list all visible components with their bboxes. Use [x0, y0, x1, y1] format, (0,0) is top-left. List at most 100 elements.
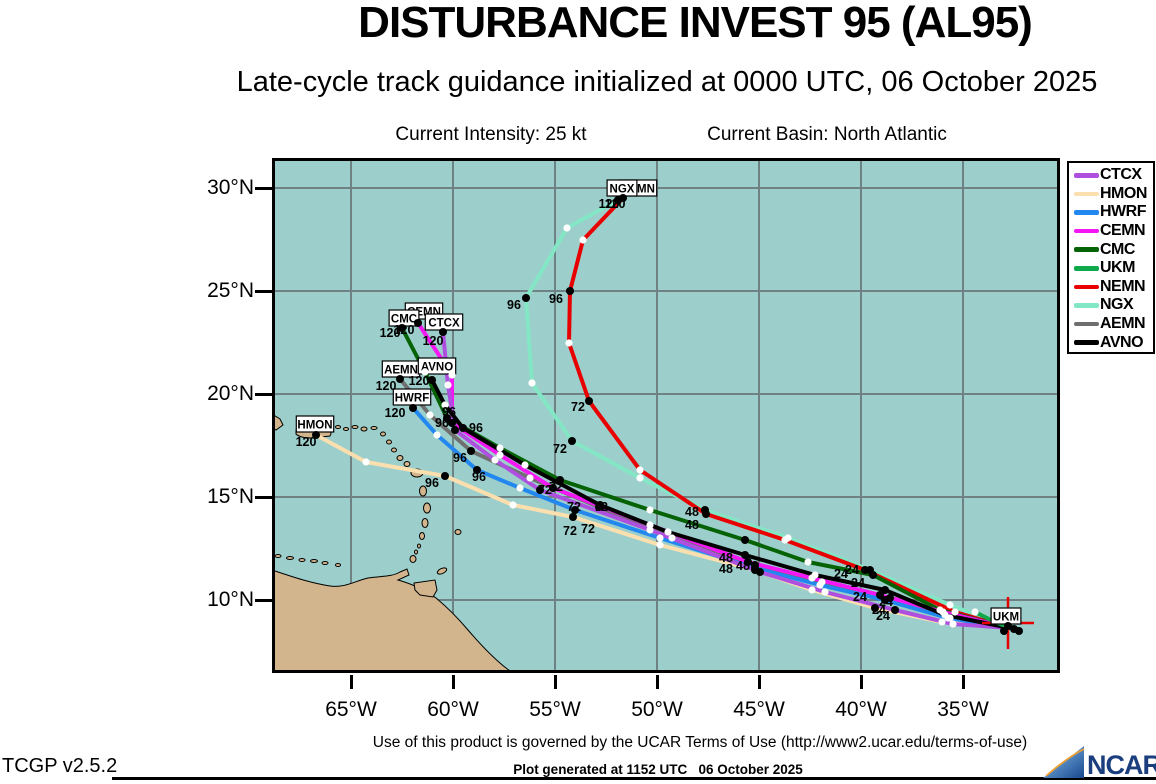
hour-label-96: 96	[453, 451, 467, 465]
hour-label-72: 72	[538, 483, 552, 497]
forecast-dot-black	[451, 426, 459, 434]
forecast-dot-white	[816, 581, 824, 589]
svg-text:NGX: NGX	[610, 184, 635, 196]
land-trinidad	[413, 579, 438, 598]
lon-axis-label: 45°W	[733, 698, 785, 721]
lat-axis-label: 10°N	[207, 588, 254, 611]
legend-swatch-hmon	[1074, 191, 1099, 197]
legend-label: AEMN	[1100, 315, 1146, 333]
model-label-ngx: NGX	[606, 179, 638, 197]
legend-label: NGX	[1100, 296, 1134, 314]
legend-swatch-ngx	[1074, 303, 1099, 308]
forecast-dot-white	[441, 401, 449, 409]
svg-text:CMC: CMC	[391, 314, 417, 326]
legend-label: CMC	[1100, 240, 1135, 258]
legend-swatch-cmc	[1074, 247, 1099, 252]
lon-tick	[554, 675, 557, 689]
forecast-dot-black	[536, 486, 544, 494]
forecast-dot-white	[821, 588, 829, 596]
forecast-dot-white	[426, 411, 434, 419]
forecast-dot-white	[951, 608, 959, 616]
legend-label: UKM	[1100, 259, 1135, 277]
forecast-dot-black	[467, 447, 475, 455]
legend-item-ctcx: CTCX	[1069, 166, 1153, 185]
forecast-dot-black	[441, 472, 449, 480]
forecast-dot-white	[565, 339, 573, 347]
version-text: TCGP v2.5.2	[2, 755, 118, 777]
legend-item-cemn: CEMN	[1069, 222, 1153, 241]
forecast-dot-black	[891, 606, 899, 614]
hour-label-72: 72	[581, 522, 595, 536]
generated-timestamp: Plot generated at 1152 UTC 06 October 20…	[513, 762, 803, 777]
hour-label-120: 120	[409, 374, 430, 388]
forecast-dot-white	[781, 536, 789, 544]
forecast-dot-black	[549, 484, 557, 492]
forecast-dot-white	[528, 379, 536, 387]
forecast-dot-white	[636, 466, 644, 474]
forecast-dot-white	[496, 444, 504, 452]
legend-item-aemn: AEMN	[1069, 315, 1153, 334]
legend-swatch-ctcx	[1074, 173, 1099, 178]
forecast-dot-black	[439, 328, 447, 336]
hour-label-96: 96	[435, 416, 449, 430]
forecast-dot-black	[312, 431, 320, 439]
hour-label-120: 120	[296, 435, 317, 449]
legend-item-nemn: NEMN	[1069, 278, 1153, 297]
forecast-dot-white	[509, 501, 517, 509]
hour-label-96: 96	[442, 405, 456, 419]
forecast-dot-white	[433, 431, 441, 439]
land-masses	[272, 413, 514, 673]
forecast-dot-white	[444, 381, 452, 389]
forecast-dot-white	[941, 611, 949, 619]
forecast-dot-white	[656, 534, 664, 542]
hour-label-72: 72	[553, 442, 567, 456]
hour-label-24: 24	[872, 603, 886, 617]
forecast-dot-white	[421, 368, 429, 376]
lon-tick	[962, 675, 965, 689]
ncar-logo-graphic: NCAR	[1043, 746, 1156, 780]
lon-tick	[860, 675, 863, 689]
forecast-dot-white	[526, 474, 534, 482]
lat-tick	[255, 599, 272, 602]
page-title: DISTURBANCE INVEST 95 (AL95)	[358, 0, 1033, 47]
lat-axis-label: 20°N	[207, 382, 254, 405]
hour-label-72: 72	[549, 480, 563, 494]
legend-item-hmon: HMON	[1069, 185, 1153, 204]
forecast-dot-black	[396, 375, 404, 383]
page-subtitle: Late-cycle track guidance initialized at…	[236, 66, 1098, 98]
hour-label-24: 24	[853, 590, 867, 604]
forecast-dot-white	[636, 474, 644, 482]
forecast-dot-black	[571, 506, 579, 514]
lon-axis-label: 60°W	[427, 698, 479, 721]
ncar-logo: NCAR	[1042, 745, 1156, 784]
model-legend: CTCX HMON HWRF CEMN CMC UKM NEMN NGX AEMN AVNO	[1067, 161, 1155, 354]
forecast-dot-white	[946, 601, 954, 609]
lat-tick	[255, 496, 272, 499]
legend-item-ngx: NGX	[1069, 296, 1153, 315]
model-label-ctcx: CTCX	[424, 313, 464, 331]
hour-label-96: 96	[549, 292, 563, 306]
hour-label-48: 48	[736, 559, 750, 573]
land-south-america	[272, 568, 514, 673]
forecast-dot-white	[362, 458, 370, 466]
legend-label: HMON	[1100, 184, 1147, 202]
forecast-dot-black	[522, 294, 530, 302]
legend-swatch-cemn	[1074, 228, 1099, 234]
hour-label-120: 120	[376, 379, 397, 393]
hour-label-96: 96	[425, 476, 439, 490]
forecast-dot-black	[619, 194, 627, 202]
hour-label-24: 24	[879, 595, 893, 609]
forecast-dot-black	[568, 437, 576, 445]
lat-axis-label: 30°N	[207, 176, 254, 199]
hour-label-120: 120	[394, 323, 415, 337]
forecast-dot-black	[741, 551, 749, 559]
forecast-dot-black	[756, 568, 764, 576]
legend-swatch-ukm	[1074, 266, 1099, 271]
svg-text:UKM: UKM	[993, 612, 1019, 624]
forecast-dot-black	[414, 319, 422, 327]
forecast-dot-black	[473, 466, 481, 474]
model-label-aemn: AEMN	[381, 360, 421, 378]
forecast-dot-white	[521, 461, 529, 469]
forecast-dot-white	[664, 528, 672, 536]
